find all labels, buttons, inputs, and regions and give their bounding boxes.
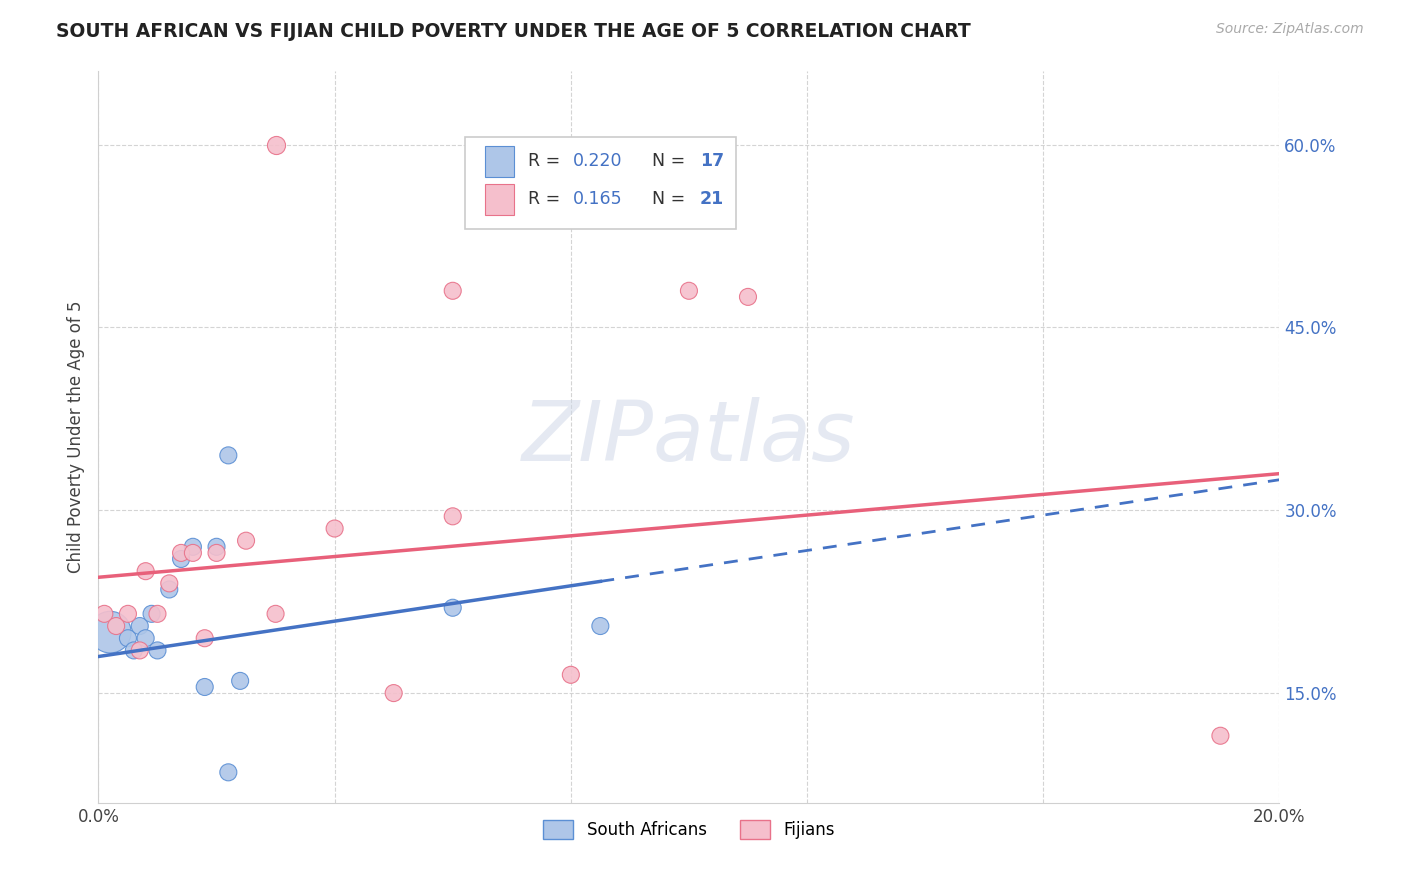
Point <box>217 449 239 463</box>
Point <box>737 290 759 304</box>
Point <box>146 643 169 657</box>
Point <box>264 607 287 621</box>
Point <box>117 607 139 621</box>
Point <box>229 673 252 688</box>
Point <box>122 643 145 657</box>
Point <box>235 533 257 548</box>
Text: 0.220: 0.220 <box>574 153 623 170</box>
Text: 17: 17 <box>700 153 724 170</box>
Point <box>146 607 169 621</box>
FancyBboxPatch shape <box>464 137 737 228</box>
Text: SOUTH AFRICAN VS FIJIAN CHILD POVERTY UNDER THE AGE OF 5 CORRELATION CHART: SOUTH AFRICAN VS FIJIAN CHILD POVERTY UN… <box>56 22 972 41</box>
Y-axis label: Child Poverty Under the Age of 5: Child Poverty Under the Age of 5 <box>66 301 84 574</box>
Text: R =: R = <box>529 153 567 170</box>
Point <box>170 552 193 566</box>
Point <box>93 607 115 621</box>
Point <box>1209 729 1232 743</box>
Text: N =: N = <box>641 153 690 170</box>
Point <box>105 619 128 633</box>
Point <box>181 546 204 560</box>
Point <box>157 576 180 591</box>
Point <box>441 284 464 298</box>
Text: Source: ZipAtlas.com: Source: ZipAtlas.com <box>1216 22 1364 37</box>
Point <box>157 582 180 597</box>
FancyBboxPatch shape <box>485 146 515 177</box>
Point <box>217 765 239 780</box>
Text: 0.165: 0.165 <box>574 190 623 209</box>
Text: N =: N = <box>641 190 690 209</box>
Text: ZIPatlas: ZIPatlas <box>522 397 856 477</box>
Point <box>560 667 582 682</box>
Point <box>205 540 228 554</box>
Point <box>141 607 163 621</box>
Point <box>128 619 150 633</box>
Legend: South Africans, Fijians: South Africans, Fijians <box>537 814 841 846</box>
Point <box>589 619 612 633</box>
Text: R =: R = <box>529 190 572 209</box>
Point <box>170 546 193 560</box>
Point <box>117 632 139 646</box>
Point <box>98 625 121 640</box>
Point <box>323 521 346 535</box>
Point <box>135 564 157 578</box>
Point <box>135 632 157 646</box>
Point <box>678 284 700 298</box>
Point <box>441 600 464 615</box>
Point <box>205 546 228 560</box>
FancyBboxPatch shape <box>485 184 515 215</box>
Point <box>181 540 204 554</box>
Point <box>128 643 150 657</box>
Point <box>264 137 287 152</box>
Point <box>441 509 464 524</box>
Point <box>194 632 217 646</box>
Point <box>194 680 217 694</box>
Point <box>382 686 405 700</box>
Text: 21: 21 <box>700 190 724 209</box>
